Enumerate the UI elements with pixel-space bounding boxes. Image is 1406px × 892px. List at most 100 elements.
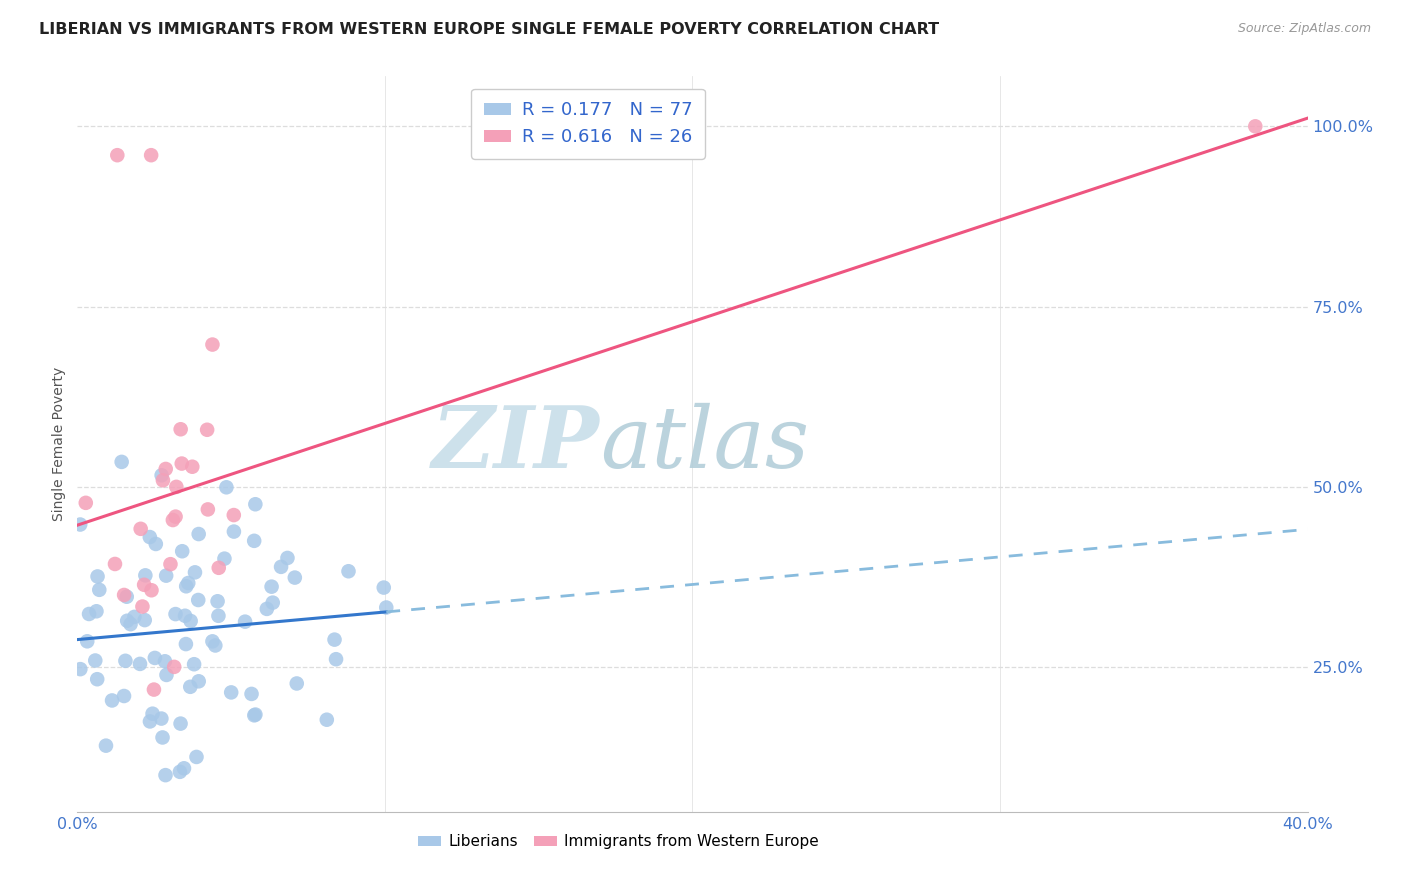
Point <box>214 551 236 566</box>
Point <box>262 596 284 610</box>
Point <box>86 672 108 686</box>
Text: LIBERIAN VS IMMIGRANTS FROM WESTERN EUROPE SINGLE FEMALE POVERTY CORRELATION CHA: LIBERIAN VS IMMIGRANTS FROM WESTERN EURO… <box>39 22 939 37</box>
Point <box>207 608 229 623</box>
Point <box>139 714 162 729</box>
Point <box>105 148 128 162</box>
Point <box>124 610 146 624</box>
Point <box>270 559 292 574</box>
Point <box>183 657 205 672</box>
Point <box>69 517 91 532</box>
Point <box>139 530 162 544</box>
Point <box>195 423 218 437</box>
Legend: Liberians, Immigrants from Western Europe: Liberians, Immigrants from Western Europ… <box>412 829 825 855</box>
Point <box>76 634 98 648</box>
Point <box>172 544 194 558</box>
Point <box>233 615 256 629</box>
Point <box>215 480 238 494</box>
Text: Source: ZipAtlas.com: Source: ZipAtlas.com <box>1237 22 1371 36</box>
Point <box>245 497 267 511</box>
Point <box>150 468 173 483</box>
Point <box>197 502 219 516</box>
Point <box>141 583 163 598</box>
Point <box>153 654 176 668</box>
Point <box>323 632 346 647</box>
Point <box>165 607 187 621</box>
Point <box>170 457 193 471</box>
Point <box>169 716 191 731</box>
Point <box>177 576 200 591</box>
Point <box>104 557 127 571</box>
Point <box>162 513 184 527</box>
Point <box>86 604 108 618</box>
Point <box>219 685 242 699</box>
Point <box>187 674 209 689</box>
Point <box>75 496 97 510</box>
Point <box>204 639 226 653</box>
Point <box>174 608 197 623</box>
Y-axis label: Single Female Poverty: Single Female Poverty <box>52 367 66 521</box>
Point <box>201 337 224 351</box>
Point <box>179 680 201 694</box>
Point <box>187 593 209 607</box>
Point <box>129 657 152 671</box>
Point <box>89 582 111 597</box>
Point <box>1244 120 1267 134</box>
Point <box>77 607 100 621</box>
Point <box>375 600 398 615</box>
Point <box>245 707 267 722</box>
Point <box>159 557 181 571</box>
Point <box>84 653 107 667</box>
Point <box>174 579 197 593</box>
Point <box>165 480 187 494</box>
Point <box>69 662 91 676</box>
Point <box>120 617 142 632</box>
Point <box>155 462 177 476</box>
Point <box>142 682 165 697</box>
Point <box>276 551 298 566</box>
Point <box>115 590 138 604</box>
Point <box>222 508 245 522</box>
Point <box>150 712 173 726</box>
Point <box>101 693 124 707</box>
Point <box>141 148 163 162</box>
Point <box>337 564 360 578</box>
Point <box>115 614 138 628</box>
Point <box>325 652 347 666</box>
Point <box>134 613 156 627</box>
Point <box>134 578 156 592</box>
Point <box>174 637 197 651</box>
Point <box>285 676 308 690</box>
Point <box>112 689 135 703</box>
Point <box>112 588 135 602</box>
Point <box>173 761 195 775</box>
Point <box>284 571 307 585</box>
Point <box>180 614 202 628</box>
Point <box>145 537 167 551</box>
Point <box>187 527 209 541</box>
Point <box>222 524 245 539</box>
Point <box>169 422 191 436</box>
Point <box>86 569 108 583</box>
Point <box>315 713 337 727</box>
Point <box>243 533 266 548</box>
Point <box>169 764 191 779</box>
Text: atlas: atlas <box>600 402 810 485</box>
Point <box>111 455 134 469</box>
Point <box>152 473 174 487</box>
Point <box>201 634 224 648</box>
Point <box>114 654 136 668</box>
Point <box>207 594 229 608</box>
Point <box>186 750 208 764</box>
Point <box>256 602 278 616</box>
Point <box>155 668 177 682</box>
Point <box>129 522 152 536</box>
Point <box>260 580 283 594</box>
Point <box>163 660 186 674</box>
Point <box>155 768 177 782</box>
Point <box>94 739 117 753</box>
Point <box>240 687 263 701</box>
Point <box>155 568 177 582</box>
Point <box>143 651 166 665</box>
Point <box>181 459 204 474</box>
Point <box>134 568 156 582</box>
